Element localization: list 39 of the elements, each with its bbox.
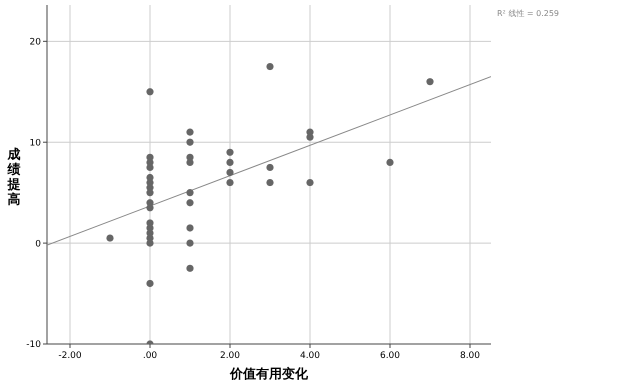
point	[426, 78, 434, 86]
point	[226, 158, 234, 166]
point	[266, 178, 274, 186]
point	[306, 178, 314, 186]
point	[106, 234, 114, 242]
y-tick-label: 10	[30, 138, 42, 148]
point	[386, 158, 394, 166]
point	[226, 148, 234, 156]
y-tick-label: 20	[30, 37, 42, 48]
x-tick-label: 2.00	[220, 351, 240, 361]
point	[186, 138, 194, 146]
point	[266, 62, 274, 70]
point	[186, 224, 194, 232]
point	[146, 88, 154, 96]
x-axis-title: 价值有用变化	[229, 366, 309, 382]
point	[186, 128, 194, 136]
point	[186, 199, 194, 206]
y-tick-label: -10	[26, 340, 42, 350]
x-tick-label: 8.00	[460, 351, 480, 361]
y-axis-title: 成绩提高	[6, 148, 20, 208]
point	[146, 204, 154, 212]
point	[186, 264, 194, 272]
point	[306, 134, 314, 141]
point	[266, 164, 274, 172]
point	[146, 164, 154, 172]
point	[226, 178, 234, 186]
point	[186, 240, 194, 247]
point	[146, 189, 154, 196]
x-tick-label: 4.00	[300, 351, 320, 361]
point	[226, 168, 234, 176]
point	[146, 280, 154, 288]
point	[186, 189, 194, 196]
text: R² 线性 = 0.259	[497, 9, 559, 18]
x-tick-label: -2.00	[58, 351, 82, 361]
x-tick-label: 6.00	[380, 351, 400, 361]
point	[146, 240, 154, 247]
point	[186, 158, 194, 166]
x-tick-label: .00	[142, 351, 158, 361]
y-tick-label: 0	[35, 239, 42, 250]
